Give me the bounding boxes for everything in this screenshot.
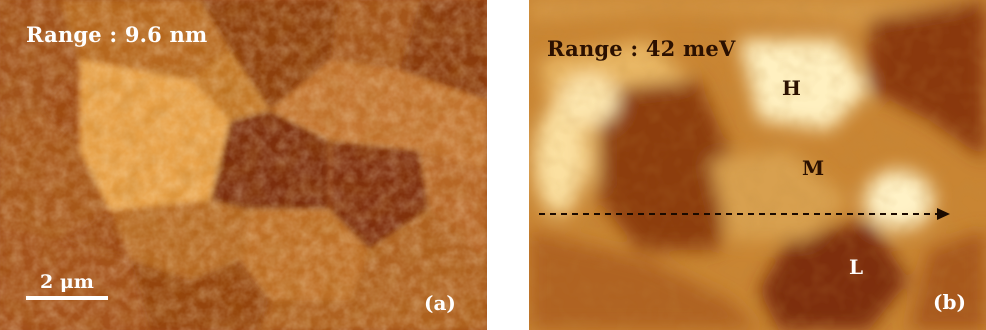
potential-image-panel: Range : 42 meV H M L (b) [529,0,986,330]
region-label-high: H [782,76,801,100]
topography-image-panel: Range : 9.6 nm 2 μm (a) [0,0,487,330]
range-label: Range : 42 meV [547,36,736,61]
region-label-medium: M [802,156,825,180]
arrow-head-icon [937,208,950,220]
potential-image [529,0,986,330]
scale-bar [26,296,108,300]
topography-image [0,0,487,330]
panel-tag: (a) [424,291,456,315]
scale-bar-label: 2 μm [40,271,94,293]
panel-tag: (b) [933,290,966,314]
range-label: Range : 9.6 nm [26,22,208,47]
region-label-low: L [849,255,864,279]
